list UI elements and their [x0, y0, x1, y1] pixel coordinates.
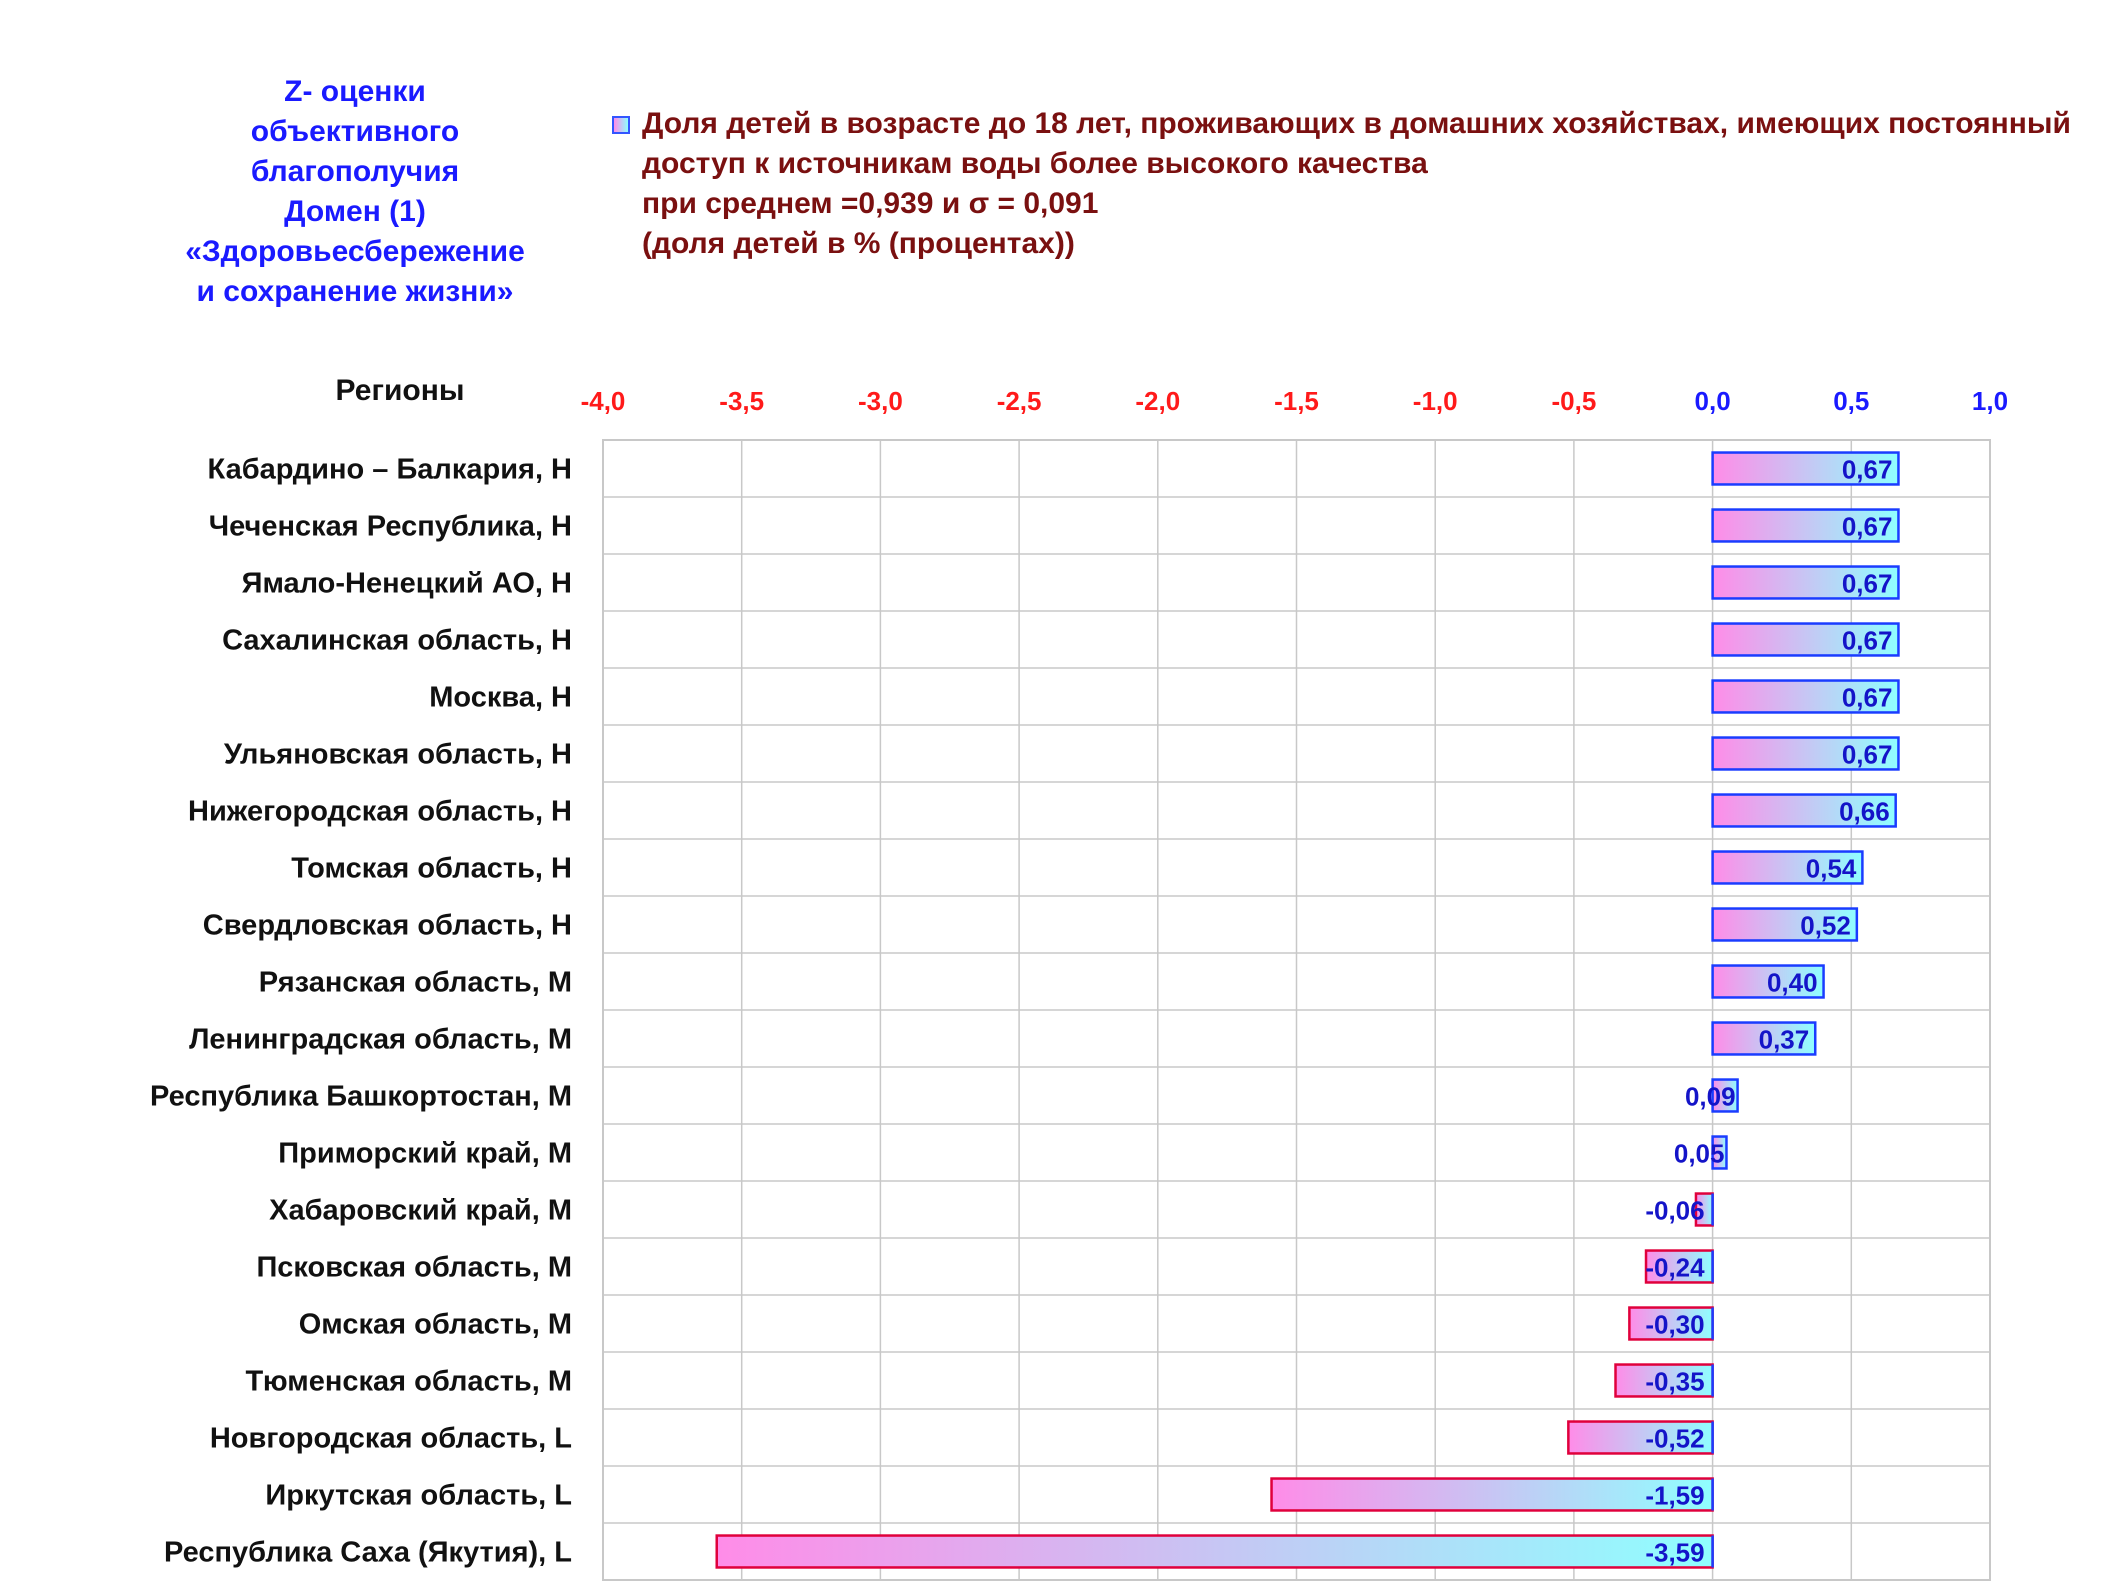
value-label: 0,66	[1839, 797, 1890, 827]
bar	[1711, 508, 1900, 543]
value-label: 0,67	[1842, 683, 1893, 713]
bar	[1711, 622, 1900, 657]
side-title-line: «Здоровьесбережение	[185, 235, 525, 268]
bar	[1711, 907, 1859, 942]
x-tick-label: 1,0	[1972, 386, 2008, 416]
category-label: Ленинградская область, М	[189, 1024, 572, 1056]
category-label: Приморский край, М	[278, 1138, 572, 1170]
value-label: -0,52	[1645, 1424, 1704, 1454]
category-label: Омская область, М	[299, 1309, 572, 1341]
value-label: -0,06	[1645, 1196, 1704, 1226]
category-label: Нижегородская область, Н	[188, 796, 572, 828]
x-tick-label: -3,0	[858, 386, 903, 416]
side-title-line: и сохранение жизни»	[196, 275, 514, 308]
value-label: 0,67	[1842, 512, 1893, 542]
category-label: Свердловская область, Н	[203, 910, 572, 942]
category-label: Томская область, Н	[291, 853, 572, 885]
category-label: Ямало-Ненецкий АО, Н	[242, 568, 572, 600]
side-title-line: объективного	[250, 115, 460, 148]
value-label: -0,35	[1645, 1367, 1704, 1397]
bar	[1711, 964, 1825, 999]
category-label: Ульяновская область, Н	[224, 739, 572, 771]
category-label: Кабардино – Балкария, Н	[208, 454, 572, 486]
category-label: Рязанская область, М	[259, 967, 572, 999]
value-label: 0,67	[1842, 740, 1893, 770]
side-title-line: Домен (1)	[284, 195, 426, 228]
side-title-line: благополучия	[250, 155, 460, 188]
bar	[1711, 1021, 1817, 1056]
bar	[1711, 1078, 1739, 1113]
legend-line: при среднем =0,939 и σ = 0,091	[642, 187, 1099, 220]
value-label: -1,59	[1645, 1481, 1704, 1511]
category-label: Иркутская область, L	[265, 1480, 572, 1512]
regions-header: Регионы	[335, 374, 465, 407]
category-label: Москва, Н	[429, 682, 572, 714]
value-label: 0,67	[1842, 455, 1893, 485]
category-label: Республика Башкортостан, М	[150, 1081, 572, 1113]
legend-line: (доля детей в % (процентах))	[642, 227, 1075, 260]
value-label: -0,30	[1645, 1310, 1704, 1340]
x-tick-label: -2,5	[997, 386, 1042, 416]
legend-swatch-icon	[612, 116, 630, 134]
value-label: 0,67	[1842, 569, 1893, 599]
value-label: -3,59	[1645, 1538, 1704, 1568]
side-title: Z- оценки объективного благополучия Доме…	[155, 72, 555, 312]
value-label: 0,67	[1842, 626, 1893, 656]
value-label: -0,24	[1645, 1253, 1705, 1283]
x-tick-label: -3,5	[719, 386, 764, 416]
x-tick-label: 0,5	[1833, 386, 1869, 416]
side-title-line: Z- оценки	[284, 75, 426, 108]
category-label: Республика Саха (Якутия), L	[164, 1537, 572, 1569]
value-label: 0,37	[1759, 1025, 1810, 1055]
bar	[1711, 679, 1900, 714]
bar	[1270, 1477, 1714, 1512]
bar	[1711, 1135, 1728, 1170]
category-label: Сахалинская область, Н	[222, 625, 572, 657]
x-tick-label: -4,0	[581, 386, 626, 416]
bar	[1628, 1306, 1714, 1341]
x-tick-label: -1,0	[1413, 386, 1458, 416]
category-label: Тюменская область, М	[246, 1366, 572, 1398]
bar	[1711, 736, 1900, 771]
chart-legend: Доля детей в возрасте до 18 лет, прожива…	[612, 104, 2071, 264]
value-label: 0,05	[1674, 1139, 1725, 1169]
bar	[1644, 1249, 1714, 1284]
bar	[715, 1534, 1714, 1569]
bar	[1711, 793, 1897, 828]
bar	[1711, 451, 1900, 486]
legend-line: доступ к источникам воды более высокого …	[642, 147, 1428, 180]
value-label: 0,54	[1806, 854, 1857, 884]
bar	[1711, 565, 1900, 600]
value-label: 0,40	[1767, 968, 1818, 998]
x-tick-label: -0,5	[1551, 386, 1596, 416]
x-tick-label: -1,5	[1274, 386, 1319, 416]
category-label: Хабаровский край, М	[269, 1195, 572, 1227]
x-tick-label: -2,0	[1135, 386, 1180, 416]
category-label: Чеченская Республика, Н	[209, 511, 572, 543]
category-label: Псковская область, М	[256, 1252, 572, 1284]
value-label: 0,52	[1800, 911, 1851, 941]
bar	[1711, 850, 1864, 885]
legend-line: Доля детей в возрасте до 18 лет, прожива…	[642, 107, 2071, 140]
category-label: Новгородская область, L	[210, 1423, 572, 1455]
value-label: 0,09	[1685, 1082, 1736, 1112]
x-tick-label: 0,0	[1695, 386, 1731, 416]
